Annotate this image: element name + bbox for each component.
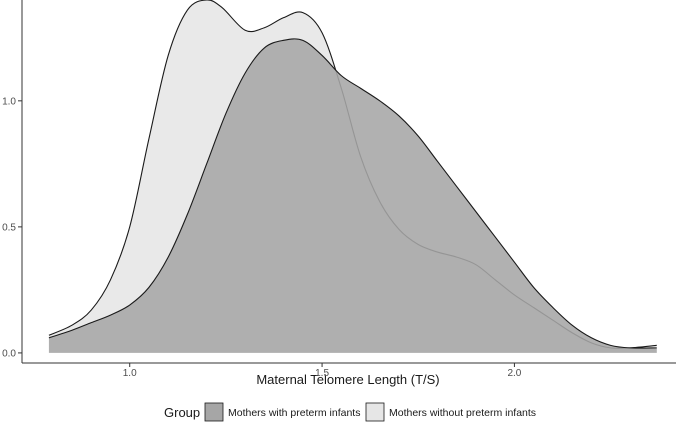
x-tick-label: 1.5 [315,368,329,379]
plot-area [48,0,657,353]
legend-key-mothers-without-preterm-infants [365,402,385,422]
legend: Group Mothers with preterm infants Mother… [164,402,536,422]
y-tick-label: 0.5 [2,222,16,233]
density-area-mothers-with-preterm-infants [48,38,657,353]
x-tick-label: 2.0 [507,368,521,379]
axes: Maternal Telomere Length (T/S) 1.0 1.5 2.0… [2,0,676,387]
density-outline-mothers-with-preterm-infants [48,38,657,349]
legend-label-mothers-with-preterm-infants: Mothers with preterm infants [228,407,360,419]
y-tick-label: 0.0 [2,348,16,359]
legend-key-mothers-with-preterm-infants [204,402,224,422]
x-axis-title: Maternal Telomere Length (T/S) [256,372,439,387]
legend-label-mothers-without-preterm-infants: Mothers without preterm infants [389,407,536,419]
x-tick-label: 1.0 [123,368,137,379]
legend-title: Group [164,405,200,420]
y-tick-label: 1.0 [2,96,16,107]
